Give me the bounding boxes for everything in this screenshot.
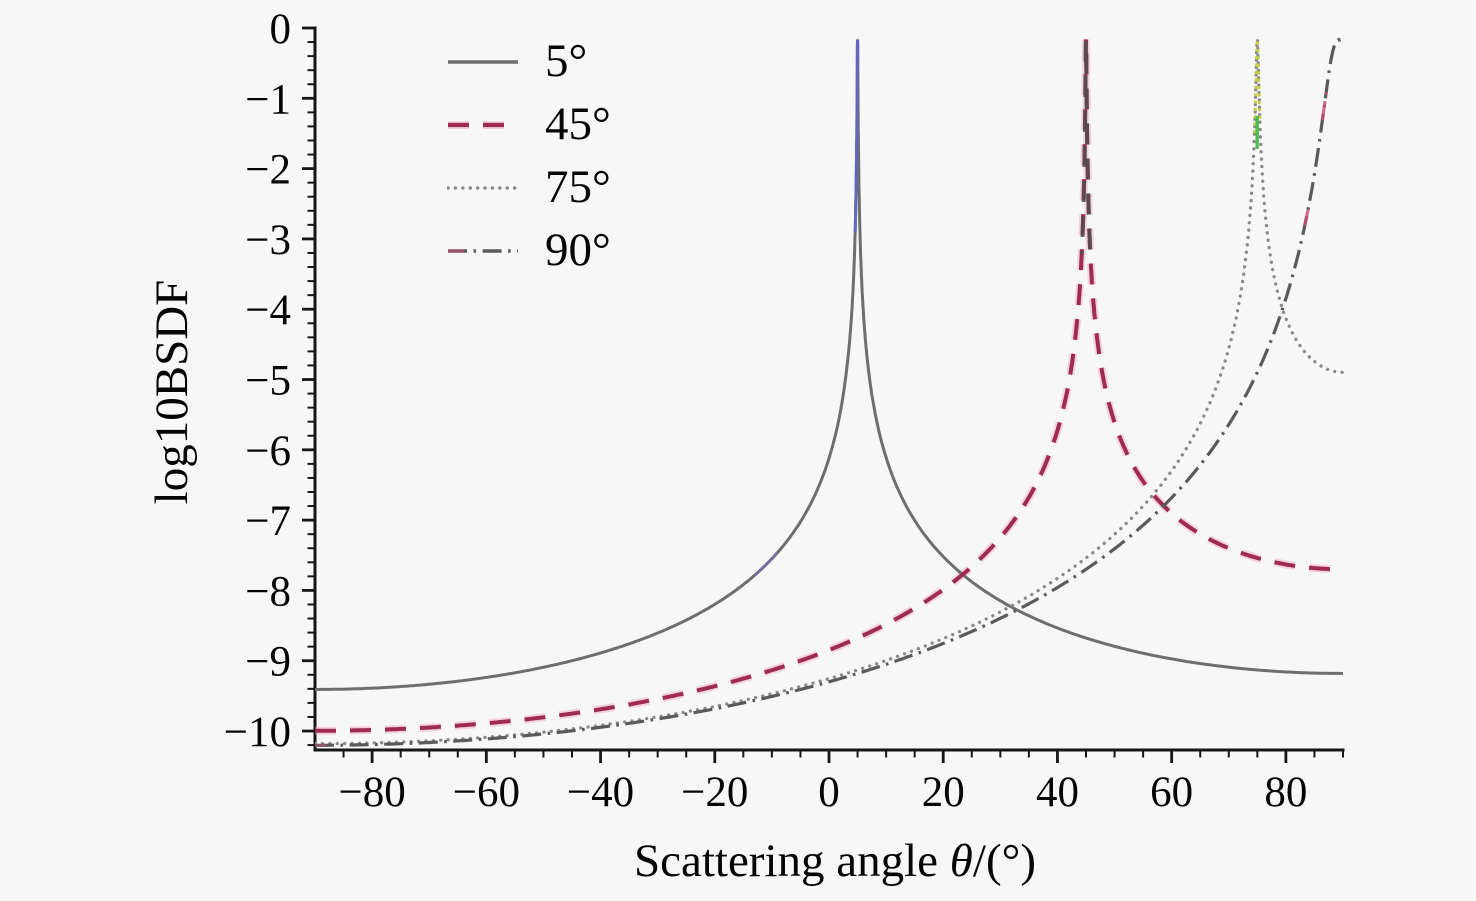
legend-item-5deg: 5° [447, 30, 611, 93]
curve-45deg [315, 39, 1343, 733]
legend-item-45deg: 45° [447, 93, 611, 156]
x-tick-label: 0 [818, 769, 840, 816]
y-axis-label: log10BSDF [146, 279, 198, 505]
y-tick-label: −3 [245, 217, 291, 264]
x-tick-label: 40 [1036, 769, 1079, 816]
artifact-tint [1320, 85, 1329, 121]
legend-line-sample-dashed [448, 120, 518, 129]
legend-line-sample-dashdot [448, 248, 518, 253]
y-tick-label: 0 [270, 6, 292, 53]
x-tick-label: −80 [338, 769, 405, 816]
legend: 5° 45° 75° 90° [447, 30, 611, 282]
legend-label-5deg: 5° [545, 35, 588, 87]
legend-line-sample-solid [448, 59, 518, 64]
y-tick-label: −9 [245, 639, 291, 686]
y-tick-label: −5 [245, 358, 291, 405]
legend-item-90deg: 90° [447, 219, 611, 282]
curves [315, 37, 1345, 747]
curve-75deg [315, 39, 1345, 746]
y-tick-label: −7 [245, 498, 291, 545]
y-tick-label: −6 [245, 428, 291, 475]
artifact-tint [753, 551, 779, 577]
x-tick-label: −40 [567, 769, 634, 816]
tick-labels: −80 −60 −40 −20 0 20 40 60 80 0 −1 −2 −3 −4 −5 −6 −7 −8 −9… [224, 6, 1308, 816]
artifact-tint [853, 39, 860, 232]
x-tick-label: 20 [922, 769, 965, 816]
x-axis-label-text: Scattering angle [633, 835, 950, 887]
legend-line-sample-dotted [447, 185, 519, 190]
x-tick-label: 60 [1150, 769, 1193, 816]
y-tick-label: −4 [245, 287, 291, 334]
curve-90deg [315, 37, 1343, 747]
x-tick-label: 80 [1264, 769, 1307, 816]
artifact-tint [1079, 38, 1093, 254]
y-tick-label: −8 [245, 568, 291, 615]
tick-marks [302, 26, 1344, 763]
legend-label-75deg: 75° [545, 161, 611, 213]
legend-label-45deg: 45° [545, 98, 611, 150]
legend-label-90deg: 90° [545, 224, 611, 276]
x-tick-label: −20 [681, 769, 748, 816]
x-tick-label: −60 [453, 769, 520, 816]
legend-item-75deg: 75° [447, 156, 611, 219]
x-axis-label: Scattering angle θ/(°) [634, 834, 1036, 888]
y-tick-label: −10 [224, 709, 291, 756]
x-axis-label-units: /(°) [972, 835, 1037, 887]
y-tick-label: −2 [245, 147, 291, 194]
artifact-tint [1252, 39, 1262, 134]
artifact-tint [1303, 208, 1310, 227]
y-tick-label: −1 [245, 76, 291, 123]
theta-symbol: θ [949, 835, 973, 887]
